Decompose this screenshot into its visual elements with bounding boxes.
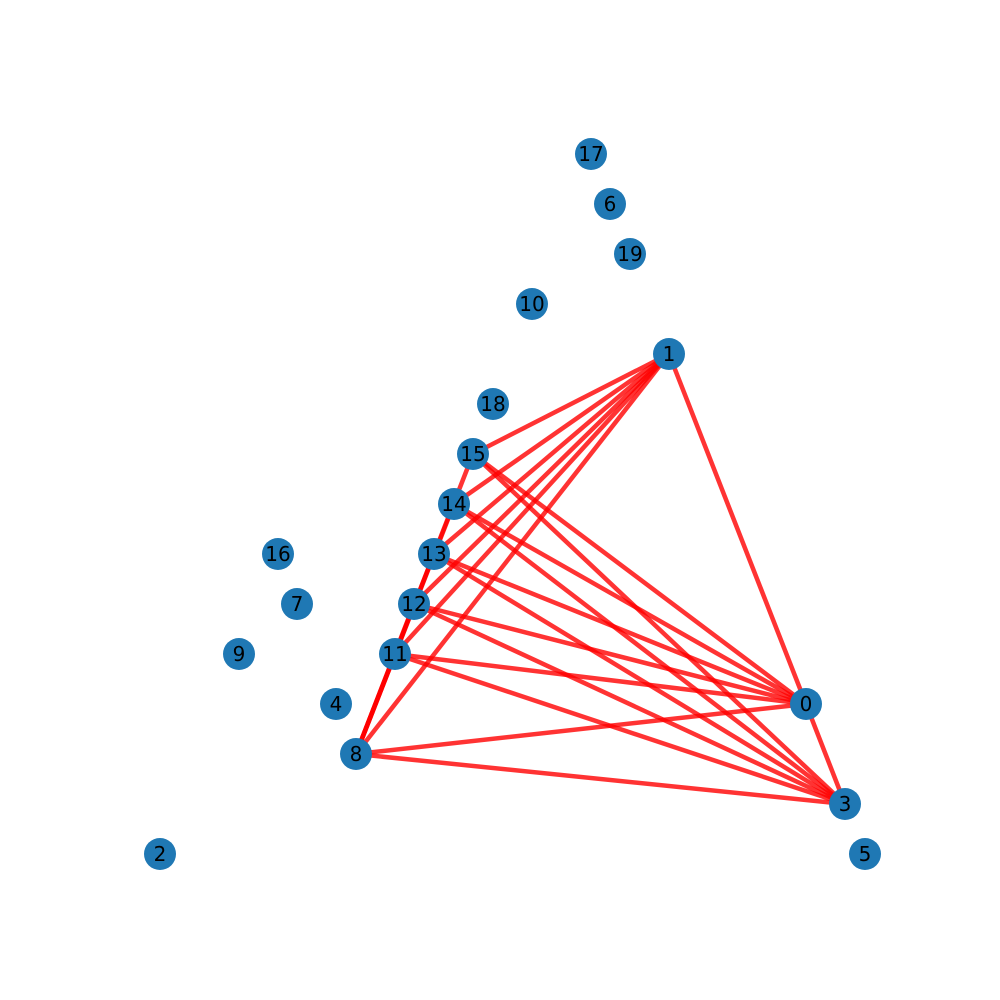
node-2: 2 — [144, 838, 176, 870]
node-circle-14 — [438, 488, 470, 520]
node-15: 15 — [457, 438, 489, 470]
node-3: 3 — [829, 788, 861, 820]
node-6: 6 — [594, 188, 626, 220]
node-circle-1 — [653, 338, 685, 370]
edges-layer — [353, 351, 848, 807]
node-10: 10 — [516, 288, 548, 320]
node-circle-17 — [575, 138, 607, 170]
node-9: 9 — [223, 638, 255, 670]
edge-14-3 — [452, 502, 847, 806]
node-circle-19 — [614, 238, 646, 270]
node-11: 11 — [379, 638, 411, 670]
node-circle-6 — [594, 188, 626, 220]
node-5: 5 — [849, 838, 881, 870]
node-circle-3 — [829, 788, 861, 820]
node-label-18: 18 — [480, 392, 505, 416]
edge-1-11 — [393, 352, 671, 656]
node-circle-18 — [477, 388, 509, 420]
edge-11-3 — [394, 651, 846, 807]
node-circle-2 — [144, 838, 176, 870]
node-label-11: 11 — [382, 642, 407, 666]
node-label-3: 3 — [839, 792, 852, 816]
node-label-5: 5 — [859, 842, 872, 866]
edge-1-0 — [666, 353, 809, 705]
node-circle-0 — [790, 688, 822, 720]
node-circle-9 — [223, 638, 255, 670]
edge-11-0 — [394, 651, 807, 707]
node-label-14: 14 — [441, 492, 466, 516]
node-label-9: 9 — [233, 642, 246, 666]
edge-12-0 — [413, 601, 807, 707]
edge-8-3 — [355, 751, 846, 807]
node-16: 16 — [262, 538, 294, 570]
node-label-8: 8 — [350, 742, 363, 766]
node-19: 19 — [614, 238, 646, 270]
node-label-13: 13 — [421, 542, 446, 566]
edge-1-8 — [354, 352, 671, 756]
edge-12-3 — [413, 601, 846, 807]
node-7: 7 — [281, 588, 313, 620]
edge-1-14 — [452, 352, 671, 506]
node-circle-7 — [281, 588, 313, 620]
edge-11-8 — [353, 653, 398, 755]
node-circle-10 — [516, 288, 548, 320]
node-4: 4 — [320, 688, 352, 720]
node-0: 0 — [790, 688, 822, 720]
node-label-0: 0 — [800, 692, 813, 716]
node-13: 13 — [418, 538, 450, 570]
edge-15-3 — [471, 452, 847, 806]
node-circle-16 — [262, 538, 294, 570]
edge-1-15 — [471, 351, 671, 457]
node-label-4: 4 — [330, 692, 343, 716]
node-label-1: 1 — [663, 342, 676, 366]
node-14: 14 — [438, 488, 470, 520]
node-label-19: 19 — [617, 242, 642, 266]
node-label-2: 2 — [154, 842, 167, 866]
node-label-10: 10 — [519, 292, 544, 316]
node-12: 12 — [398, 588, 430, 620]
node-18: 18 — [477, 388, 509, 420]
node-label-16: 16 — [265, 542, 290, 566]
node-circle-8 — [340, 738, 372, 770]
node-label-15: 15 — [460, 442, 485, 466]
edge-0-3 — [803, 703, 848, 805]
node-circle-4 — [320, 688, 352, 720]
node-label-17: 17 — [578, 142, 603, 166]
node-8: 8 — [340, 738, 372, 770]
edge-13-3 — [432, 552, 847, 806]
node-circle-15 — [457, 438, 489, 470]
node-label-6: 6 — [604, 192, 617, 216]
node-circle-5 — [849, 838, 881, 870]
node-1: 1 — [653, 338, 685, 370]
node-17: 17 — [575, 138, 607, 170]
node-label-12: 12 — [401, 592, 426, 616]
node-circle-12 — [398, 588, 430, 620]
node-circle-13 — [418, 538, 450, 570]
node-circle-11 — [379, 638, 411, 670]
edge-15-0 — [471, 452, 808, 706]
edge-8-0 — [355, 701, 807, 757]
node-label-7: 7 — [291, 592, 304, 616]
